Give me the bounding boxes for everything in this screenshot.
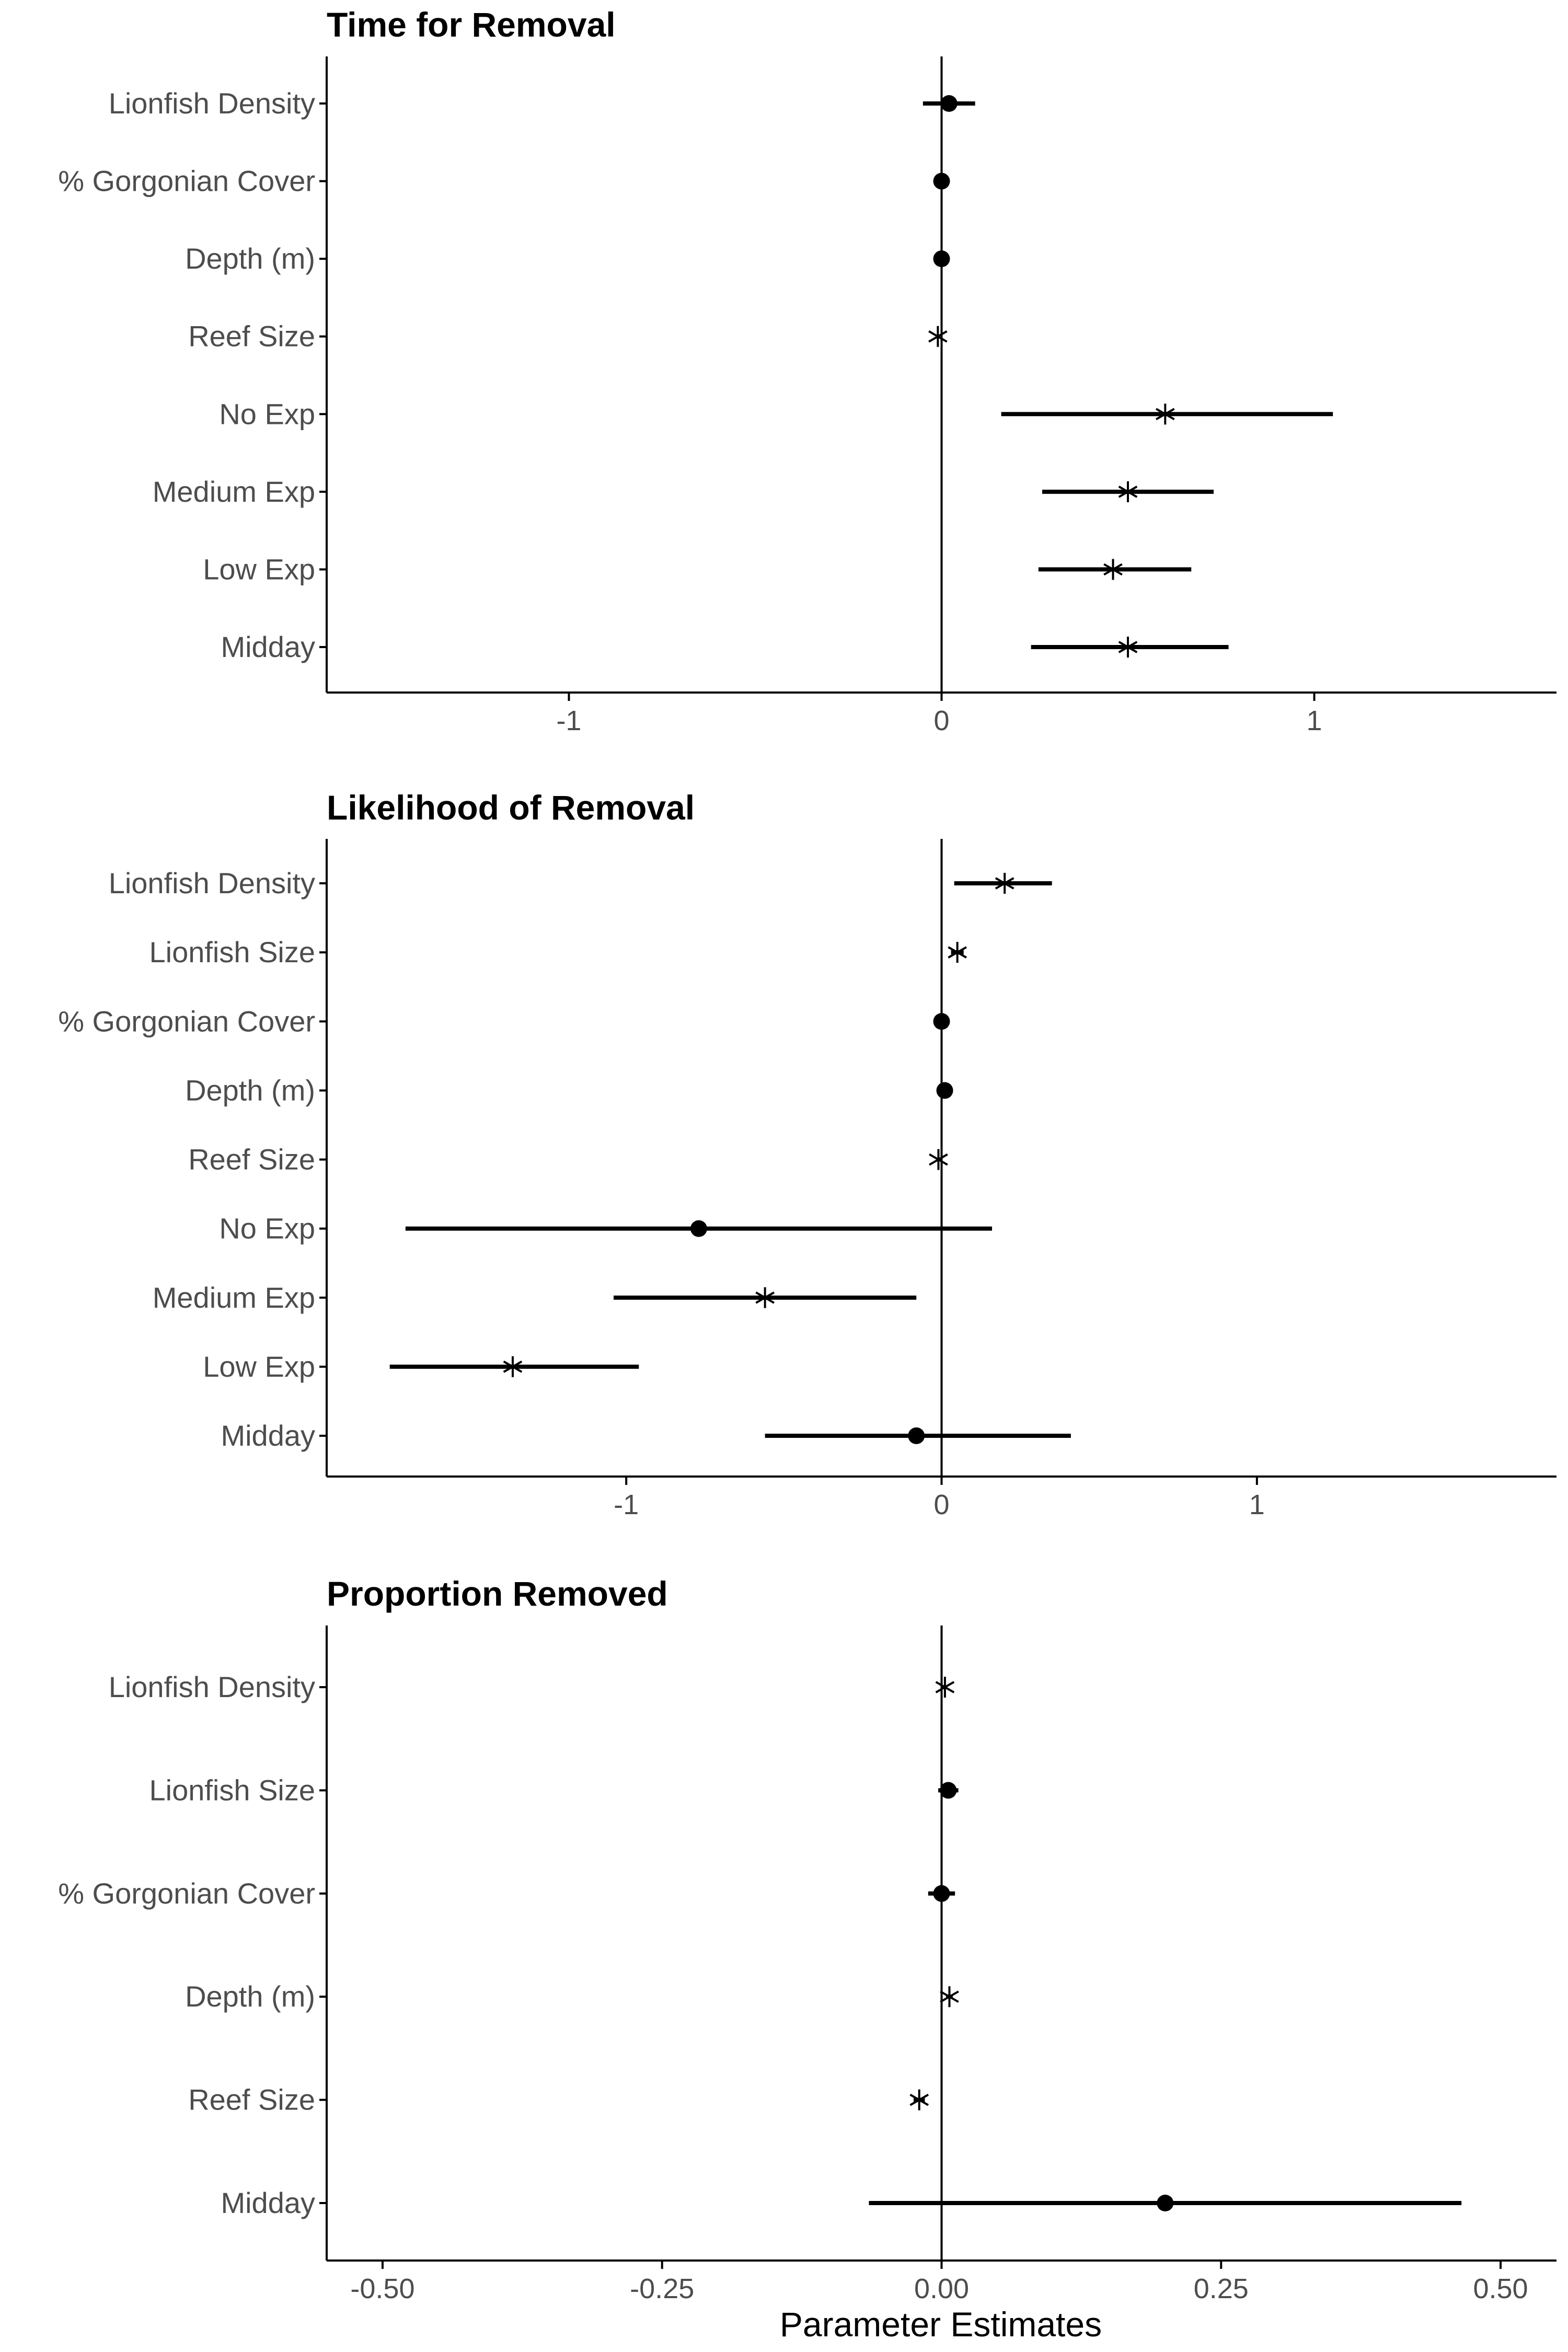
- y-tick-label: Medium Exp: [153, 1281, 315, 1314]
- y-tick-label: Reef Size: [188, 2083, 315, 2116]
- panel-time-for-removal: Time for Removal -1 0 1 Lionfish Density % Go…: [58, 5, 1557, 736]
- y-tick-label: Lionfish Size: [149, 1773, 315, 1806]
- y-tick-label: Midday: [221, 2186, 315, 2219]
- y-tick-label: Depth (m): [185, 1074, 315, 1106]
- estimate-point-circle: [940, 1782, 957, 1799]
- y-tick-label: Depth (m): [185, 242, 315, 275]
- x-axis-title: Parameter Estimates: [780, 2305, 1102, 2344]
- estimate-point-star: [1155, 403, 1175, 425]
- estimate-point-circle: [933, 1885, 950, 1902]
- y-tick-label: Reef Size: [188, 320, 315, 353]
- panel-likelihood-of-removal: Likelihood of Removal -1 0 1 Lionfish Densit…: [58, 788, 1557, 1520]
- x-tick-label: 0: [933, 1489, 949, 1520]
- y-tick-label: No Exp: [219, 397, 315, 430]
- y-tick-label: No Exp: [219, 1212, 315, 1245]
- estimate-point-star: [755, 1287, 775, 1308]
- x-tick-label: 0.00: [914, 2273, 969, 2304]
- estimate-point-star: [995, 873, 1014, 894]
- y-tick-label: Low Exp: [203, 1350, 315, 1383]
- estimate-point-star: [948, 942, 967, 963]
- x-tick-label: -1: [614, 1489, 639, 1520]
- estimate-point-circle: [936, 1082, 953, 1099]
- y-tick-label: Midday: [221, 630, 315, 663]
- y-tick-label: Reef Size: [188, 1143, 315, 1176]
- x-tick-label: 0.50: [1473, 2273, 1528, 2304]
- estimate-point-star: [503, 1356, 523, 1377]
- x-tick-label: 1: [1307, 705, 1322, 736]
- y-tick-label: Medium Exp: [153, 475, 315, 508]
- estimate-point-circle: [933, 1013, 950, 1030]
- y-tick-label: Lionfish Density: [109, 1670, 315, 1703]
- x-tick-label: 0: [933, 705, 949, 736]
- y-tick-label: % Gorgonian Cover: [58, 1877, 315, 1910]
- y-tick-label: Low Exp: [203, 552, 315, 585]
- y-tick-label: Depth (m): [185, 1980, 315, 2013]
- estimate-point-star: [935, 1677, 955, 1698]
- x-tick-label: -0.50: [350, 2273, 414, 2304]
- estimate-point-circle: [690, 1220, 707, 1237]
- estimate-point-star: [1118, 481, 1138, 502]
- estimate-point-star: [928, 326, 948, 347]
- y-tick-label: Lionfish Density: [109, 87, 315, 120]
- panel-title: Likelihood of Removal: [327, 788, 695, 827]
- y-tick-label: % Gorgonian Cover: [58, 165, 315, 198]
- estimate-point-circle: [940, 95, 958, 112]
- x-tick-label: 1: [1249, 1489, 1265, 1520]
- estimate-point-circle: [933, 172, 950, 190]
- y-tick-label: Lionfish Size: [149, 936, 315, 969]
- panel-proportion-removed: Proportion Removed -0.50 -0.25 0.00 0.25 0.50…: [58, 1574, 1557, 2304]
- estimate-point-star: [909, 2089, 929, 2111]
- x-tick-label: -0.25: [630, 2273, 694, 2304]
- estimate-point-star: [929, 1149, 948, 1170]
- estimate-point-circle: [908, 1427, 925, 1444]
- x-tick-label: 0.25: [1194, 2273, 1249, 2304]
- panel-title: Proportion Removed: [327, 1574, 668, 1613]
- estimate-point-circle: [933, 250, 950, 268]
- estimate-point-circle: [1157, 2195, 1174, 2211]
- x-tick-label: -1: [556, 705, 581, 736]
- estimate-point-star: [940, 1986, 959, 2008]
- y-tick-label: Lionfish Density: [109, 867, 315, 900]
- estimate-point-star: [1103, 559, 1123, 580]
- y-tick-label: Midday: [221, 1419, 315, 1452]
- estimate-point-star: [1118, 637, 1138, 658]
- y-tick-label: % Gorgonian Cover: [58, 1005, 315, 1037]
- panel-title: Time for Removal: [327, 5, 616, 44]
